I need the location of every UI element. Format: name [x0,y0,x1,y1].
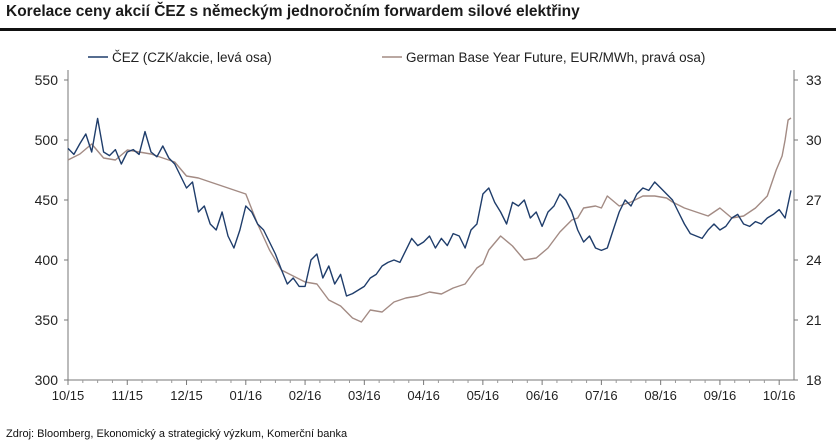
line-chart: 300 350 400 450 500 550 18 21 24 27 30 33 10/15 11/15… [35,50,822,403]
x-axis-tick-label: 02/16 [289,388,322,403]
left-axis-tick-label: 450 [35,192,59,208]
x-axis-tick-label: 08/16 [644,388,677,403]
x-axis-tick-label: 04/16 [407,388,440,403]
right-axis-tick-label: 33 [806,72,822,88]
x-axis-tick-label: 09/16 [704,388,737,403]
left-axis-tick-label: 550 [35,72,59,88]
x-axis-tick-label: 12/15 [170,388,203,403]
cez-legend-label: ČEZ (CZK/akcie, levá osa) [112,50,272,65]
right-axis-tick-label: 18 [806,372,822,388]
chart-title: Korelace ceny akcií ČEZ s německým jedno… [6,3,580,20]
x-axis-tick-label: 01/16 [230,388,263,403]
right-axis-tick-label: 30 [806,132,822,148]
source-note: Zdroj: Bloomberg, Ekonomický a strategic… [6,428,348,440]
x-axis-tick-label: 10/15 [52,388,85,403]
x-axis-tick-label: 11/15 [111,388,143,403]
left-axis-tick-label: 300 [35,372,59,388]
chart-series [67,117,792,323]
left-axis-tick-label: 500 [35,132,59,148]
x-axis-tick-label: 05/16 [467,388,500,403]
x-axis-tick-label: 03/16 [348,388,381,403]
german-base-legend-label: German Base Year Future, EUR/MWh, pravá … [406,50,705,65]
chart-axes: 300 350 400 450 500 550 18 21 24 27 30 33 10/15 11/15… [35,70,822,403]
right-axis-tick-label: 27 [806,192,822,208]
left-axis-tick-label: 400 [35,252,59,268]
title-rule [0,28,836,31]
german-base-series-line [67,117,792,323]
cez-series-line [67,117,792,297]
x-axis-tick-label: 07/16 [585,388,618,403]
chart-legend: ČEZ (CZK/akcie, levá osa) German Base Yea… [88,50,705,65]
x-axis-tick-label: 10/16 [763,388,796,403]
right-axis-tick-label: 21 [806,312,822,328]
right-axis-tick-label: 24 [806,252,822,268]
left-axis-tick-label: 350 [35,312,59,328]
x-axis-tick-label: 06/16 [526,388,559,403]
